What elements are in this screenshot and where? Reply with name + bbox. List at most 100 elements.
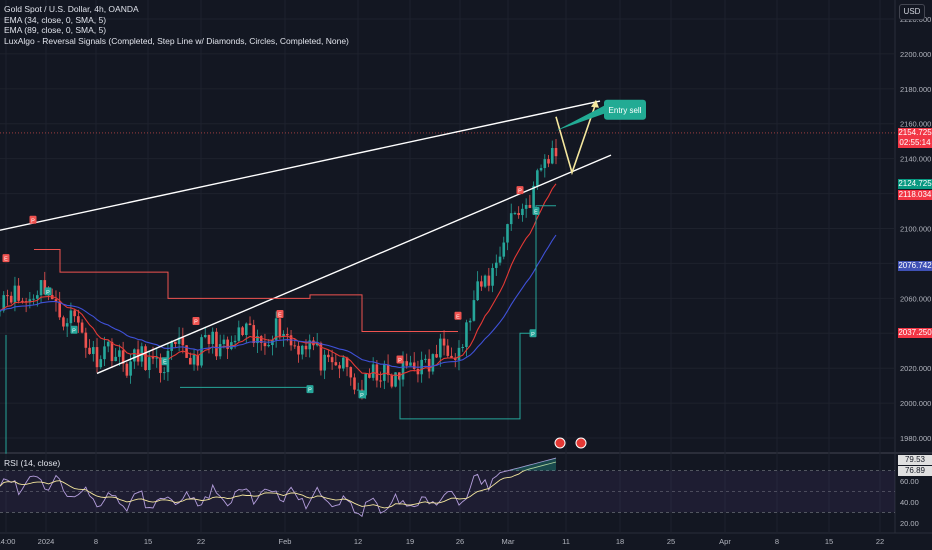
candle-body <box>278 318 282 337</box>
candle-body <box>147 357 151 371</box>
candle-body <box>431 354 435 372</box>
candle-body <box>155 357 159 359</box>
price-tick-label: 2060.000 <box>900 294 931 303</box>
rsi-ma-line <box>0 461 557 509</box>
candle-body <box>103 346 106 360</box>
candle-body <box>338 365 341 369</box>
candle-body <box>13 285 17 303</box>
legend-ema-89[interactable]: EMA (89, close, 0, SMA, 5) <box>4 25 107 35</box>
candle-body <box>65 323 69 327</box>
candle-body <box>446 345 450 356</box>
signal-marker <box>192 317 200 326</box>
candle-body <box>95 347 99 368</box>
candle-body <box>539 168 543 171</box>
candle-body <box>174 341 177 344</box>
candle-body <box>58 301 62 318</box>
time-tick-label: 2024 <box>38 537 55 546</box>
candle-body <box>248 323 252 326</box>
candle-body <box>498 256 502 263</box>
candle-body <box>286 334 289 336</box>
candle-body <box>267 345 270 347</box>
time-tick-label: 8 <box>94 537 98 546</box>
series-layer <box>0 138 558 518</box>
candle-body <box>472 300 476 321</box>
candle-body <box>480 281 483 287</box>
candle-body <box>170 341 173 351</box>
candle-body <box>274 318 278 340</box>
signal-marker-label: P <box>360 393 364 399</box>
candle-body <box>77 316 80 323</box>
rsi-overbought-fill <box>511 458 556 471</box>
candle-body <box>159 357 162 373</box>
rsi-tick-label: 60.00 <box>900 477 919 486</box>
candle-body <box>244 323 248 335</box>
candle-body <box>88 347 91 354</box>
candle-body <box>6 295 9 297</box>
candle-body <box>509 213 513 225</box>
candle-body <box>21 300 24 302</box>
price-tag-ema-89: 2076.742 <box>898 261 932 271</box>
candle-body <box>69 310 73 324</box>
legend-luxalgo[interactable]: LuxAlgo - Reversal Signals (Completed, S… <box>4 35 349 46</box>
time-tick-label: Feb <box>279 537 292 546</box>
candle-body <box>439 338 442 358</box>
candle-body <box>304 345 308 350</box>
candle-body <box>457 347 461 360</box>
currency-button[interactable]: USD <box>899 4 925 20</box>
upper-trendline <box>0 100 601 231</box>
legend-title[interactable]: Gold Spot / U.S. Dollar, 4h, OANDA <box>4 4 139 14</box>
candle-body <box>371 364 375 378</box>
candle-body <box>483 275 487 287</box>
time-tick-label: 15 <box>144 537 152 546</box>
annotation-pointer <box>556 105 604 131</box>
candle-body <box>177 337 181 344</box>
candle-body <box>502 242 506 257</box>
price-tick-label: 2000.000 <box>900 399 931 408</box>
candle-body <box>151 357 155 359</box>
candle-body <box>84 332 88 348</box>
signal-marker-label: P <box>194 320 198 326</box>
candle-body <box>450 355 453 358</box>
candle-body <box>356 389 360 391</box>
candle-body <box>532 185 535 208</box>
economic-event-icon <box>554 437 566 449</box>
signal-marker-label: P <box>398 358 402 364</box>
ema-89-line <box>0 234 557 369</box>
signal-step-line <box>399 205 556 420</box>
candle-body <box>43 280 47 295</box>
rsi-tag-value: 79.53 <box>898 455 932 465</box>
candle-body <box>547 159 550 164</box>
price-tag-current: 2154.725 <box>898 128 932 138</box>
time-tick-label: 25 <box>667 537 675 546</box>
candle-body <box>468 320 472 323</box>
price-tick-label: 2200.000 <box>900 50 931 59</box>
candle-body <box>185 345 188 358</box>
candle-body <box>0 310 2 312</box>
candle-body <box>524 204 528 209</box>
candle-body <box>241 327 244 335</box>
time-tick-label: Apr <box>719 537 731 546</box>
signal-step-line <box>34 248 458 333</box>
candle-body <box>319 342 323 371</box>
signal-marker-label: P <box>518 189 522 195</box>
candle-body <box>521 208 524 216</box>
candle-body <box>133 349 136 362</box>
candle-body <box>114 356 117 362</box>
candle-body <box>476 281 479 301</box>
legend-ema-34[interactable]: EMA (34, close, 0, SMA, 5) <box>4 14 107 25</box>
price-tag-ema-a: 2124.725 <box>898 179 932 189</box>
candle-body <box>334 362 338 366</box>
candle-body <box>323 354 326 371</box>
candle-body <box>554 148 558 157</box>
candle-body <box>222 339 226 345</box>
rsi-legend[interactable]: RSI (14, close) <box>4 458 61 468</box>
time-tick-label: 8 <box>775 537 779 546</box>
candle-body <box>118 350 121 357</box>
candle-body <box>536 170 539 186</box>
candle-body <box>412 362 416 369</box>
annotation-text: Entry sell <box>609 106 642 115</box>
candle-body <box>62 317 65 327</box>
time-tick-label: 11 <box>562 537 570 546</box>
candle-body <box>200 337 203 366</box>
